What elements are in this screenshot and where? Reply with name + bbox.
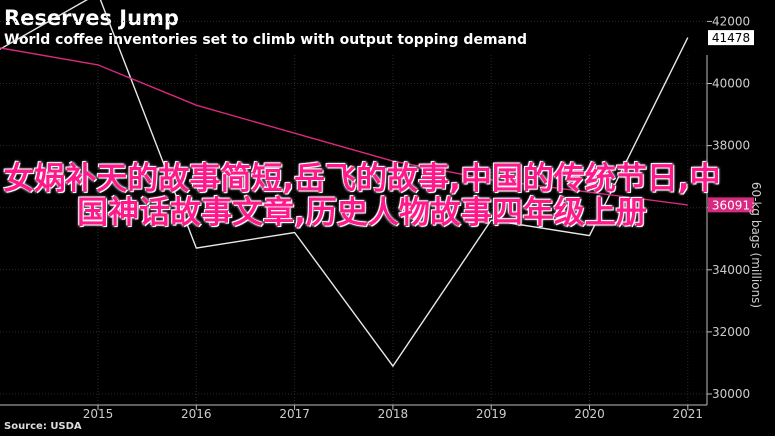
y-tick-label: 30000: [712, 387, 750, 401]
series-line-1: [0, 0, 689, 368]
x-tick-label: 2018: [378, 407, 409, 421]
y-tick-label: 40000: [712, 77, 750, 91]
last-value-label-2: 36091: [712, 198, 750, 212]
chart-subtitle: World coffee inventories set to climb wi…: [4, 32, 527, 48]
chart-title: Reserves Jump: [4, 6, 179, 30]
last-value-box-1: [708, 30, 754, 46]
y-tick-label: 42000: [712, 14, 750, 28]
x-tick-label: 2019: [476, 407, 507, 421]
last-value-box-2: [708, 197, 754, 213]
last-value-label-1: 41478: [712, 31, 750, 45]
y-axis-label: 60-kg bags (millions): [749, 181, 763, 309]
x-tick-label: 2015: [83, 407, 114, 421]
y-tick-label: 38000: [712, 139, 750, 153]
x-tick-label: 2016: [181, 407, 212, 421]
x-tick-label: 2021: [673, 407, 704, 421]
overlay-text: 女娲补天的故事简短,岳飞的故事,中国的传统节日,中国神话故事文章,历史人物故事四…: [3, 161, 721, 231]
source-note: Source: USDA: [4, 421, 82, 432]
series-line-2: [0, 47, 688, 206]
x-tick-label: 2017: [279, 407, 310, 421]
y-tick-label: 34000: [712, 263, 750, 277]
y-tick-label: 32000: [712, 325, 750, 339]
x-tick-label: 2020: [574, 407, 605, 421]
